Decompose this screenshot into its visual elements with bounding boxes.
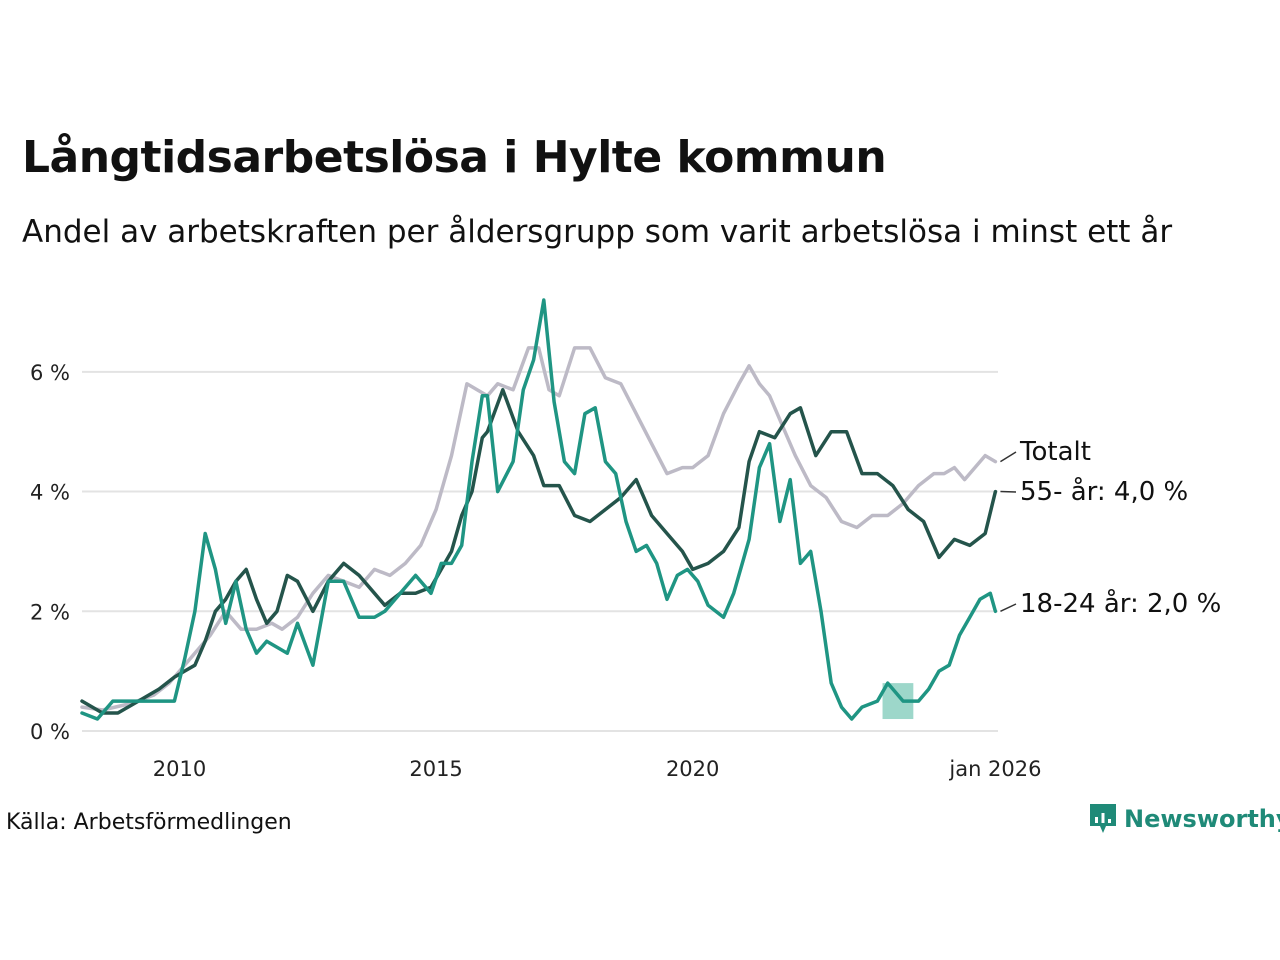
x-tick-label: 2015 [409,757,462,781]
series-end-label: 55- år: 4,0 % [1020,476,1188,507]
chart-subtitle: Andel av arbetskraften per åldersgrupp s… [22,214,1173,250]
brand-name: Newsworthy [1124,805,1280,833]
series-line-55-r [80,388,998,715]
y-tick-label: 4 % [30,481,70,505]
x-tick-label: 2010 [153,757,206,781]
series-end-label: 18-24 år: 2,0 % [1020,588,1221,619]
brand-logo[interactable]: Newsworthy [1088,802,1280,836]
y-tick-label: 2 % [30,600,70,624]
source-note: Källa: Arbetsförmedlingen [6,810,292,835]
label-connector [1000,603,1017,612]
y-tick-label: 6 % [30,361,70,385]
x-tick-label: 2020 [666,757,719,781]
chart-title: Långtidsarbetslösa i Hylte kommun [22,132,887,183]
series-line-totalt [80,346,998,712]
label-connector [1000,451,1017,463]
series-end-label: Totalt [1019,437,1091,467]
x-tick-label: jan 2026 [948,757,1041,781]
series-line-18-24-r [80,298,998,721]
newsworthy-logo-icon [1090,804,1116,833]
y-tick-label: 0 % [30,720,70,744]
